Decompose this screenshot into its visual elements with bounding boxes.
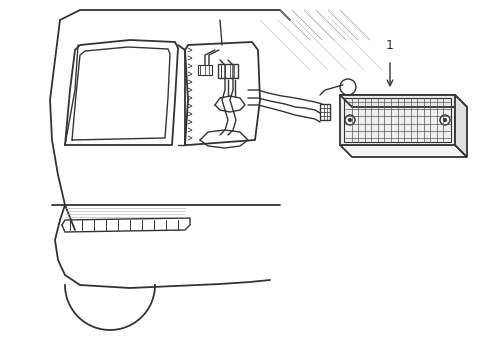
Circle shape (348, 118, 352, 122)
FancyBboxPatch shape (218, 64, 238, 78)
Circle shape (443, 118, 447, 122)
Polygon shape (340, 95, 467, 107)
Polygon shape (340, 95, 455, 145)
FancyBboxPatch shape (198, 65, 212, 75)
Text: 1: 1 (386, 39, 394, 52)
Polygon shape (455, 95, 467, 157)
Polygon shape (340, 145, 467, 157)
